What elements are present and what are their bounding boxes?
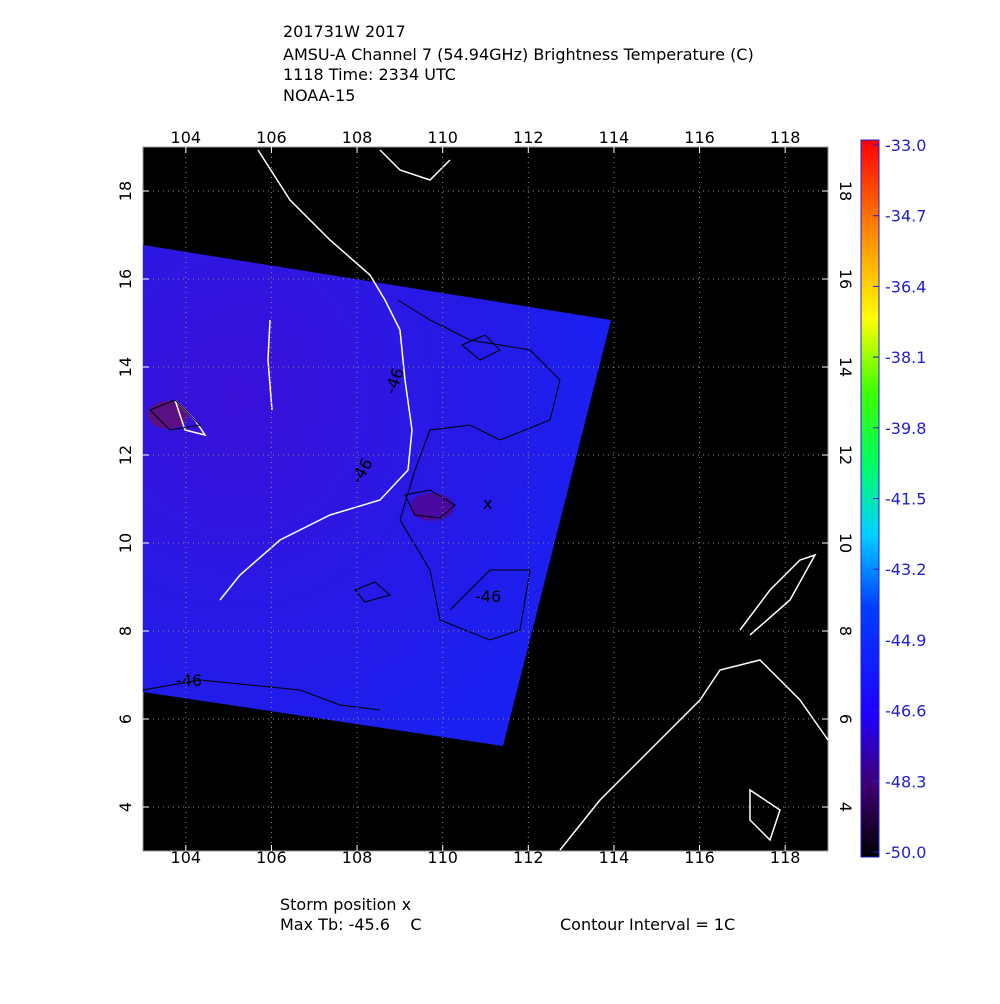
y-tick-label: 10 bbox=[836, 533, 855, 553]
colorbar-label: -44.9 bbox=[885, 631, 926, 650]
contour-label: -46 bbox=[176, 671, 202, 690]
satellite-swath bbox=[143, 245, 611, 746]
warm-core bbox=[410, 493, 454, 521]
colorbar-label: -46.6 bbox=[885, 702, 926, 721]
colorbar-label: -41.5 bbox=[885, 490, 926, 509]
x-tick-label: 118 bbox=[770, 848, 801, 867]
y-tick-label: 8 bbox=[116, 626, 135, 636]
header-line: AMSU-A Channel 7 (54.94GHz) Brightness T… bbox=[283, 45, 754, 64]
y-tick-label: 6 bbox=[836, 714, 855, 724]
colorbar-label: -34.7 bbox=[885, 207, 926, 226]
header-line: NOAA-15 bbox=[283, 86, 355, 105]
x-tick-label: 118 bbox=[770, 128, 801, 147]
colorbar-label: -43.2 bbox=[885, 560, 926, 579]
x-tick-label: 108 bbox=[342, 128, 373, 147]
x-tick-label: 110 bbox=[427, 848, 458, 867]
y-tick-label: 6 bbox=[116, 714, 135, 724]
footer-text: Contour Interval = 1C bbox=[560, 915, 735, 934]
x-tick-label: 114 bbox=[599, 128, 630, 147]
colorbar-label: -33.0 bbox=[885, 136, 926, 155]
x-tick-label: 112 bbox=[513, 848, 544, 867]
header-line: 201731W 2017 bbox=[283, 22, 406, 41]
footer-text: Max Tb: -45.6 C bbox=[280, 915, 421, 934]
y-tick-label: 16 bbox=[116, 269, 135, 289]
x-tick-label: 114 bbox=[599, 848, 630, 867]
y-tick-label: 4 bbox=[116, 802, 135, 812]
y-tick-label: 8 bbox=[836, 626, 855, 636]
x-tick-label: 116 bbox=[684, 128, 715, 147]
x-tick-label: 104 bbox=[171, 848, 202, 867]
y-tick-label: 18 bbox=[836, 181, 855, 201]
y-tick-label: 10 bbox=[116, 533, 135, 553]
x-tick-label: 116 bbox=[684, 848, 715, 867]
y-tick-label: 12 bbox=[836, 445, 855, 465]
x-tick-label: 112 bbox=[513, 128, 544, 147]
footer-text: Storm position x bbox=[280, 895, 411, 914]
y-tick-label: 14 bbox=[116, 357, 135, 377]
x-tick-label: 104 bbox=[171, 128, 202, 147]
header-line: 1118 Time: 2334 UTC bbox=[283, 65, 456, 84]
colorbar-label: -50.0 bbox=[885, 843, 926, 862]
contour-label: -46 bbox=[475, 587, 501, 606]
warm-spot bbox=[148, 401, 188, 429]
x-tick-label: 110 bbox=[427, 128, 458, 147]
colorbar-label: -38.1 bbox=[885, 348, 926, 367]
colorbar-label: -36.4 bbox=[885, 277, 926, 296]
y-tick-label: 14 bbox=[836, 357, 855, 377]
colorbar-label: -48.3 bbox=[885, 772, 926, 791]
contours bbox=[142, 299, 561, 711]
storm-marker: x bbox=[483, 494, 492, 513]
y-tick-label: 18 bbox=[116, 181, 135, 201]
coastlines bbox=[174, 149, 829, 851]
y-tick-label: 12 bbox=[116, 445, 135, 465]
y-tick-label: 16 bbox=[836, 269, 855, 289]
y-tick-label: 4 bbox=[836, 802, 855, 812]
x-tick-label: 108 bbox=[342, 848, 373, 867]
colorbar-label: -39.8 bbox=[885, 419, 926, 438]
x-tick-label: 106 bbox=[256, 848, 287, 867]
x-tick-label: 106 bbox=[256, 128, 287, 147]
